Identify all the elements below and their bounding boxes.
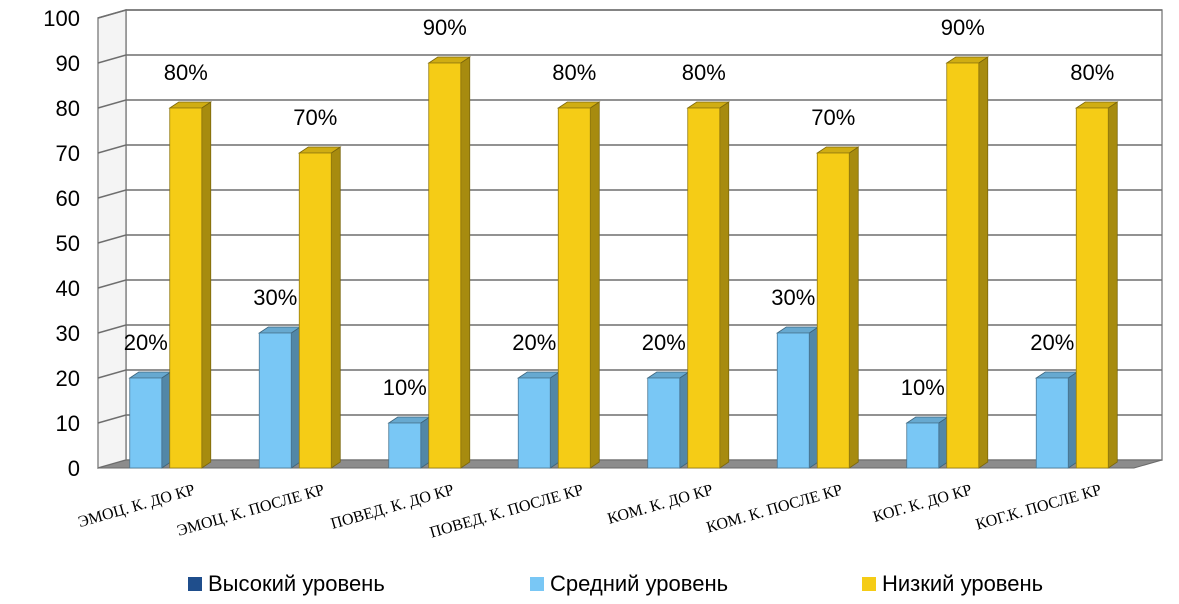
gridline — [97, 99, 1162, 109]
x-category-label: КОМ. К. ПОСЛЕ КР — [705, 481, 845, 536]
x-category-label: ЭМОЦ. К. ПОСЛЕ КР — [175, 481, 326, 539]
legend: Высокий уровень Средний уровень Низкий уро… — [188, 571, 1043, 596]
data-label: 20% — [1030, 330, 1074, 355]
gridline — [97, 189, 1162, 199]
bar — [906, 422, 940, 469]
legend-label: Средний уровень — [550, 571, 728, 596]
y-tick-label: 20 — [56, 366, 80, 391]
y-tick-label: 70 — [56, 141, 80, 166]
bar-side — [848, 146, 859, 469]
bar — [428, 62, 462, 469]
y-tick-label: 0 — [68, 456, 80, 481]
data-label: 70% — [811, 105, 855, 130]
chart-floor — [97, 459, 1163, 469]
data-label: 90% — [423, 15, 467, 40]
gridline — [97, 234, 1162, 244]
data-label: 90% — [941, 15, 985, 40]
x-category-label: КОГ. К. ДО КР — [871, 481, 974, 525]
bar-side — [978, 56, 989, 469]
data-label: 80% — [1070, 60, 1114, 85]
bar-side — [460, 56, 471, 469]
bar-side — [330, 146, 341, 469]
bar — [816, 152, 850, 469]
bar — [946, 62, 980, 469]
data-label: 80% — [682, 60, 726, 85]
gridline — [97, 9, 1162, 19]
x-category-label: КОГ.К. ПОСЛЕ КР — [974, 481, 1103, 533]
y-tick-label: 50 — [56, 231, 80, 256]
x-category-label: КОМ. К. ДО КР — [606, 481, 715, 527]
bar — [1035, 377, 1069, 469]
y-tick-label: 100 — [43, 6, 80, 31]
bar — [776, 332, 810, 469]
data-label: 20% — [124, 330, 168, 355]
bar-side — [1107, 101, 1118, 469]
bar — [647, 377, 681, 469]
bar-side — [719, 101, 730, 469]
legend-label: Низкий уровень — [882, 571, 1043, 596]
data-label: 10% — [383, 375, 427, 400]
bar — [517, 377, 551, 469]
bar — [1075, 107, 1109, 469]
gridlines — [97, 9, 1162, 424]
y-axis-tick-labels: 0 10 20 30 40 50 60 70 80 90 100 — [43, 6, 80, 481]
data-label: 30% — [771, 285, 815, 310]
data-label: 30% — [253, 285, 297, 310]
gridline — [97, 324, 1162, 334]
legend-swatch — [188, 577, 202, 591]
y-tick-label: 60 — [56, 186, 80, 211]
bar — [129, 377, 163, 469]
bar — [258, 332, 292, 469]
y-tick-label: 30 — [56, 321, 80, 346]
data-labels: 20% 80% 30% 70% 10% 90% 20% 80% 20% 80% 30% 70% 10% 9… — [124, 15, 1115, 400]
legend-swatch — [862, 577, 876, 591]
gridline — [97, 144, 1162, 154]
gridline — [97, 279, 1162, 289]
y-tick-label: 10 — [56, 411, 80, 436]
data-label: 80% — [164, 60, 208, 85]
bar — [388, 422, 422, 469]
bar — [557, 107, 591, 469]
bar — [298, 152, 332, 469]
bar-side — [589, 101, 600, 469]
data-label: 70% — [293, 105, 337, 130]
data-label: 20% — [512, 330, 556, 355]
bar — [687, 107, 721, 469]
data-label: 10% — [901, 375, 945, 400]
bar — [169, 107, 203, 469]
y-tick-label: 90 — [56, 51, 80, 76]
chart-back-wall — [97, 9, 1163, 469]
data-label: 80% — [552, 60, 596, 85]
gridline — [97, 54, 1162, 64]
floor-panel — [97, 459, 1163, 469]
legend-label: Высокий уровень — [208, 571, 385, 596]
data-label: 20% — [642, 330, 686, 355]
y-tick-label: 40 — [56, 276, 80, 301]
legend-swatch — [530, 577, 544, 591]
bar-side — [201, 101, 212, 469]
y-tick-label: 80 — [56, 96, 80, 121]
bars — [128, 56, 1119, 469]
